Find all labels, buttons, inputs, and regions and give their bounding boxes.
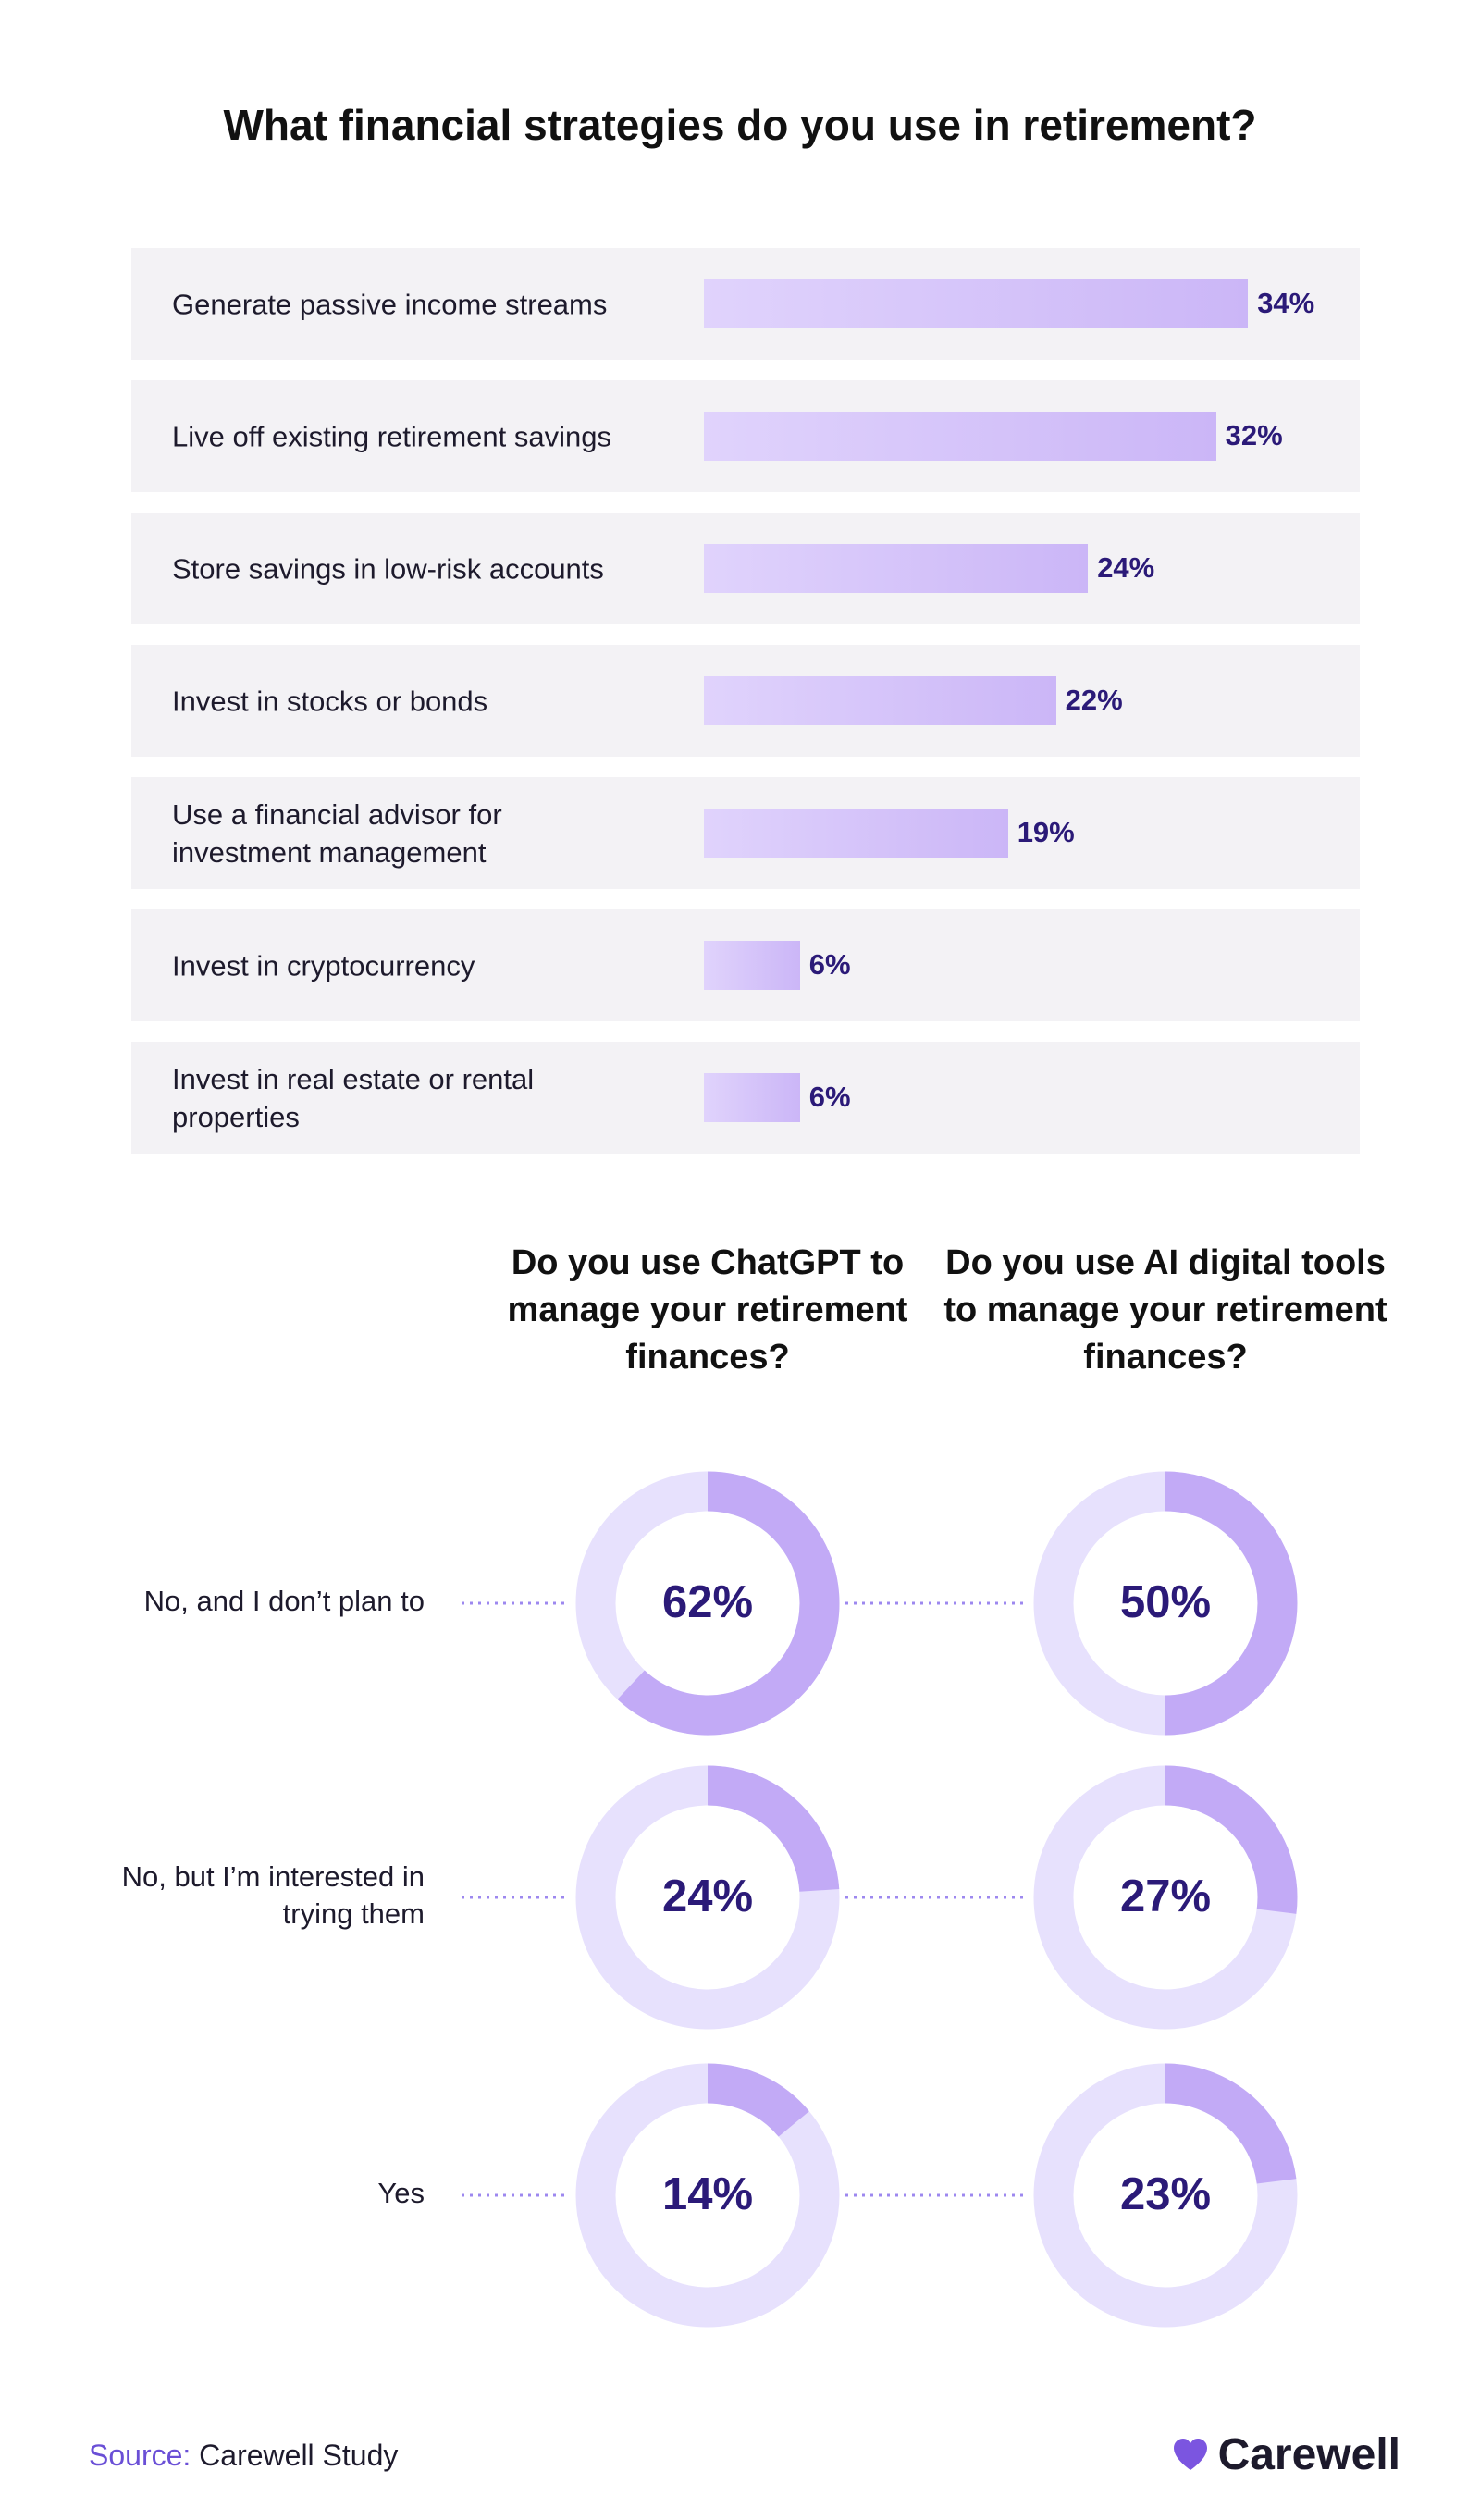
donut-chart: No, and I don’t plan to 62% 50% No, but I’m… — [122, 1471, 1298, 2328]
row-label: No, but I’m interested in trying them — [122, 1860, 425, 1930]
donut-segment — [617, 1471, 840, 1736]
value-label: 23% — [1120, 2169, 1211, 2219]
bar-row: Invest in stocks or bonds 22% — [131, 645, 1360, 757]
value-label: 62% — [662, 1577, 753, 1627]
bar — [704, 412, 1216, 461]
value-label: 6% — [808, 1081, 851, 1113]
value-label: 24% — [662, 1871, 753, 1921]
source-text: Carewell Study — [199, 2439, 399, 2472]
value-label: 32% — [1225, 419, 1283, 451]
bar-row: Invest in cryptocurrency 6% — [131, 909, 1360, 1021]
bar-row: Live off existing retirement savings 32% — [131, 380, 1360, 492]
bar-row: Use a financial advisor for investment m… — [131, 777, 1360, 889]
value-label: 24% — [1097, 551, 1155, 584]
donut-segment — [707, 1765, 840, 1893]
brand-name: Carewell — [1217, 2430, 1400, 2479]
bar-row: Store savings in low-risk accounts 24% — [131, 513, 1360, 624]
category-label: Invest in stocks or bonds — [172, 685, 488, 717]
value-label: 34% — [1257, 287, 1315, 319]
bar-row: Generate passive income streams 34% — [131, 248, 1360, 360]
value-label: 19% — [1017, 816, 1075, 848]
bar — [704, 809, 1008, 858]
bar — [704, 941, 800, 990]
value-label: 14% — [662, 2169, 753, 2219]
source: Source: Carewell Study — [89, 2439, 398, 2473]
value-label: 6% — [808, 948, 851, 981]
row-label: Yes — [377, 2177, 425, 2209]
donut-segment — [707, 2063, 809, 2138]
column-header: Do you use AI digital tools to manage yo… — [944, 1243, 1388, 1377]
category-label: Invest in real estate or rental properti… — [172, 1062, 535, 1133]
value-label: 50% — [1120, 1577, 1211, 1627]
bar — [704, 279, 1249, 328]
category-label: Live off existing retirement savings — [172, 420, 611, 452]
bar — [704, 676, 1056, 725]
column-header: Do you use ChatGPT to manage your retire… — [507, 1243, 908, 1377]
brand-icon — [1173, 2438, 1207, 2470]
donut-segment — [1165, 2063, 1297, 2185]
category-label: Generate passive income streams — [172, 288, 608, 320]
category-label: Invest in cryptocurrency — [172, 949, 475, 982]
bar-row: Invest in real estate or rental properti… — [131, 1042, 1360, 1154]
donut-segment — [1165, 1471, 1298, 1736]
brand: Carewell — [1170, 2429, 1400, 2480]
value-label: 22% — [1065, 684, 1123, 716]
source-label: Source: — [89, 2439, 191, 2472]
category-label: Use a financial advisor for investment m… — [172, 797, 502, 869]
category-label: Store savings in low-risk accounts — [172, 552, 604, 585]
chart-title: What financial strategies do you use in … — [223, 101, 1257, 149]
donut-segment — [1165, 1765, 1298, 1914]
value-label: 27% — [1120, 1871, 1211, 1921]
row-label: No, and I don’t plan to — [144, 1585, 425, 1617]
bar — [704, 1073, 800, 1122]
bar — [704, 544, 1089, 593]
